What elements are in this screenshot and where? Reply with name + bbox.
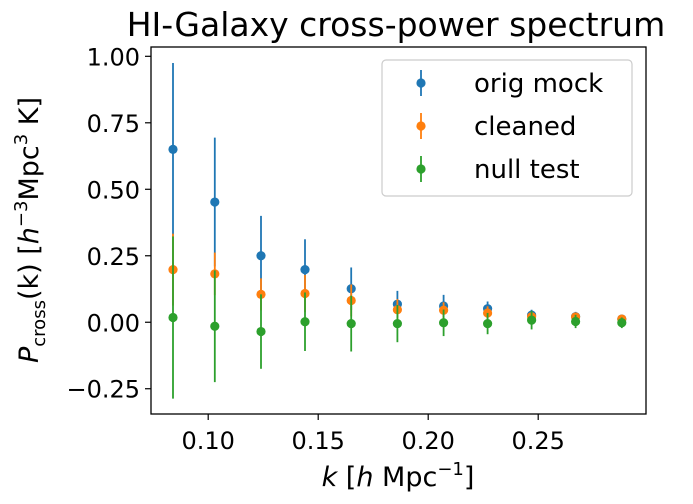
legend-marker [416, 121, 426, 131]
data-point [527, 315, 537, 325]
data-point [168, 144, 178, 154]
x-axis: 0.10 0.15 0.20 0.25 [181, 414, 565, 455]
x-axis-label-h: h [356, 462, 373, 493]
data-point [300, 264, 310, 275]
legend-label: orig mock [474, 69, 603, 99]
data-point [439, 318, 449, 328]
y-axis-label-unit: Mpc [14, 145, 45, 200]
x-axis-label-var: k [322, 462, 339, 493]
y-axis-label-tail: K] [14, 97, 45, 134]
y-axis-label: Pcross(k) [h−3Mpc3 K] [11, 97, 50, 363]
y-axis-label-open: [ [14, 244, 45, 263]
data-point [300, 317, 310, 327]
data-point [256, 251, 266, 261]
data-point [346, 318, 356, 329]
y-axis-label-sup2: 3 [11, 134, 32, 145]
x-tick-label: 0.10 [181, 427, 234, 455]
data-point [571, 316, 581, 327]
series-null-test [168, 236, 627, 399]
plot-area [150, 46, 647, 415]
y-axis-label-h: h [14, 227, 45, 244]
axes-frame [150, 46, 647, 415]
x-tick-label: 0.25 [511, 427, 564, 455]
legend-label: cleaned [474, 112, 576, 142]
x-axis-label-close: ] [464, 462, 475, 493]
data-point [392, 318, 402, 329]
data-point [617, 318, 627, 328]
y-tick-label: 0.75 [87, 110, 140, 138]
data-point [210, 197, 220, 207]
legend-marker [416, 78, 426, 88]
y-tick-label: 1.00 [87, 43, 140, 71]
y-tick-label: 0.25 [87, 243, 140, 271]
legend-marker [416, 164, 426, 174]
x-tick-label: 0.15 [291, 427, 344, 455]
y-axis-label-var: P [14, 346, 45, 363]
y-axis: 1.00 0.75 0.50 0.25 0.00 −0.25 [66, 43, 151, 404]
data-point [168, 312, 178, 323]
data-point [256, 326, 266, 337]
chart-title: HI-Galaxy cross-power spectrum [127, 5, 666, 44]
x-tick-label: 0.20 [401, 427, 454, 455]
data-point [210, 321, 220, 331]
y-tick-label: −0.25 [66, 376, 140, 404]
y-tick-label: 0.50 [87, 176, 140, 204]
x-axis-label-open: [ [337, 462, 356, 493]
y-axis-label-sub: cross [29, 300, 50, 347]
x-axis-label-sup: −1 [437, 459, 464, 480]
y-tick-label: 0.00 [87, 309, 140, 337]
series-layer [168, 62, 627, 399]
legend-label: null test [474, 155, 580, 185]
data-point [483, 318, 493, 329]
y-axis-label-sup1: −3 [11, 201, 32, 228]
legend: orig mock cleaned null test [381, 59, 633, 197]
legend-frame [381, 59, 633, 197]
x-axis-label: k [h Mpc−1] [322, 459, 475, 493]
x-axis-label-unit: Mpc [373, 462, 437, 493]
y-axis-label-arg: (k) [14, 263, 45, 300]
